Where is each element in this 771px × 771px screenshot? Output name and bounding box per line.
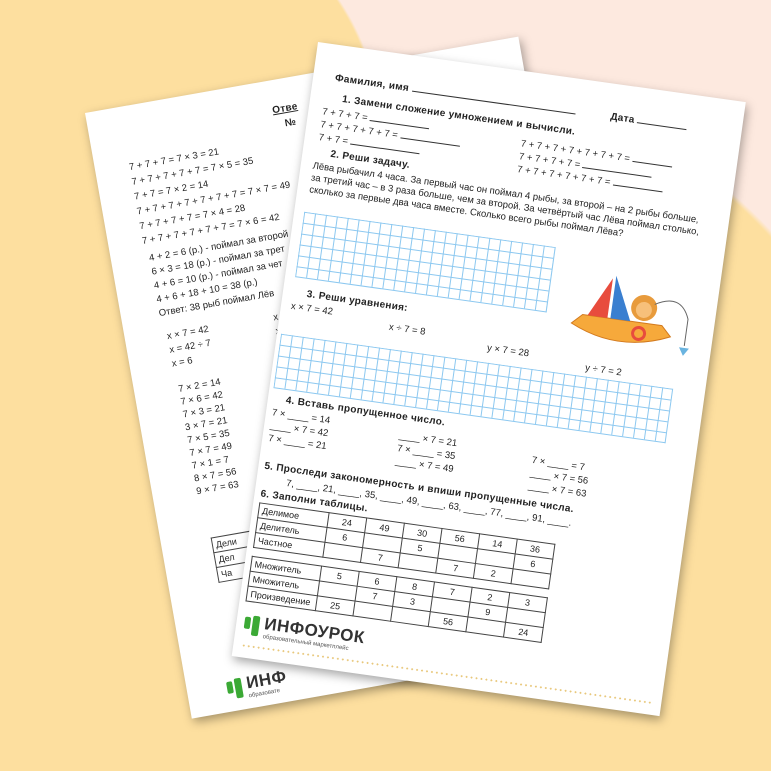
logo-mark-icon [243, 614, 262, 637]
equation: y ÷ 7 = 2 [584, 362, 623, 379]
task4-answers: 7 × 2 = 14 7 × 6 = 42 7 × 3 = 21 3 × 7 =… [177, 376, 239, 499]
equation: x × 7 = 42 [290, 300, 334, 318]
task4-col1: 7 × ____ = 14 ____ × 7 = 42 7 × ____ = 2… [267, 406, 331, 453]
infourok-logo-back: ИНФ образовате [225, 667, 289, 703]
answers-number: № [283, 116, 298, 130]
equation: y × 7 = 28 [486, 342, 530, 360]
date-field[interactable]: Дата [610, 111, 688, 133]
worksheet-page: Фамилия, имя Дата 1. Замени сложение умн… [231, 42, 746, 717]
answers-title: Отве [271, 101, 299, 117]
date-label: Дата [609, 111, 636, 126]
name-label: Фамилия, имя [334, 72, 410, 95]
task4-col3: 7 × ____ = 7 ____ × 7 = 56 ____ × 7 = 63 [527, 454, 590, 501]
logo-mark-icon [225, 677, 245, 699]
equation: x ÷ 7 = 8 [388, 321, 427, 338]
task3-answers: x × 7 = 42 x = 42 ÷ 7 x = 6 [166, 323, 215, 372]
task1-right: 7 + 7 + 7 + 7 + 7 + 7 + 7 = 7 + 7 + 7 + … [516, 137, 673, 197]
lion-boat-illustration [570, 275, 689, 356]
task4-col2: ____ × 7 = 21 7 × ____ = 35 ____ × 7 = 4… [394, 429, 458, 476]
